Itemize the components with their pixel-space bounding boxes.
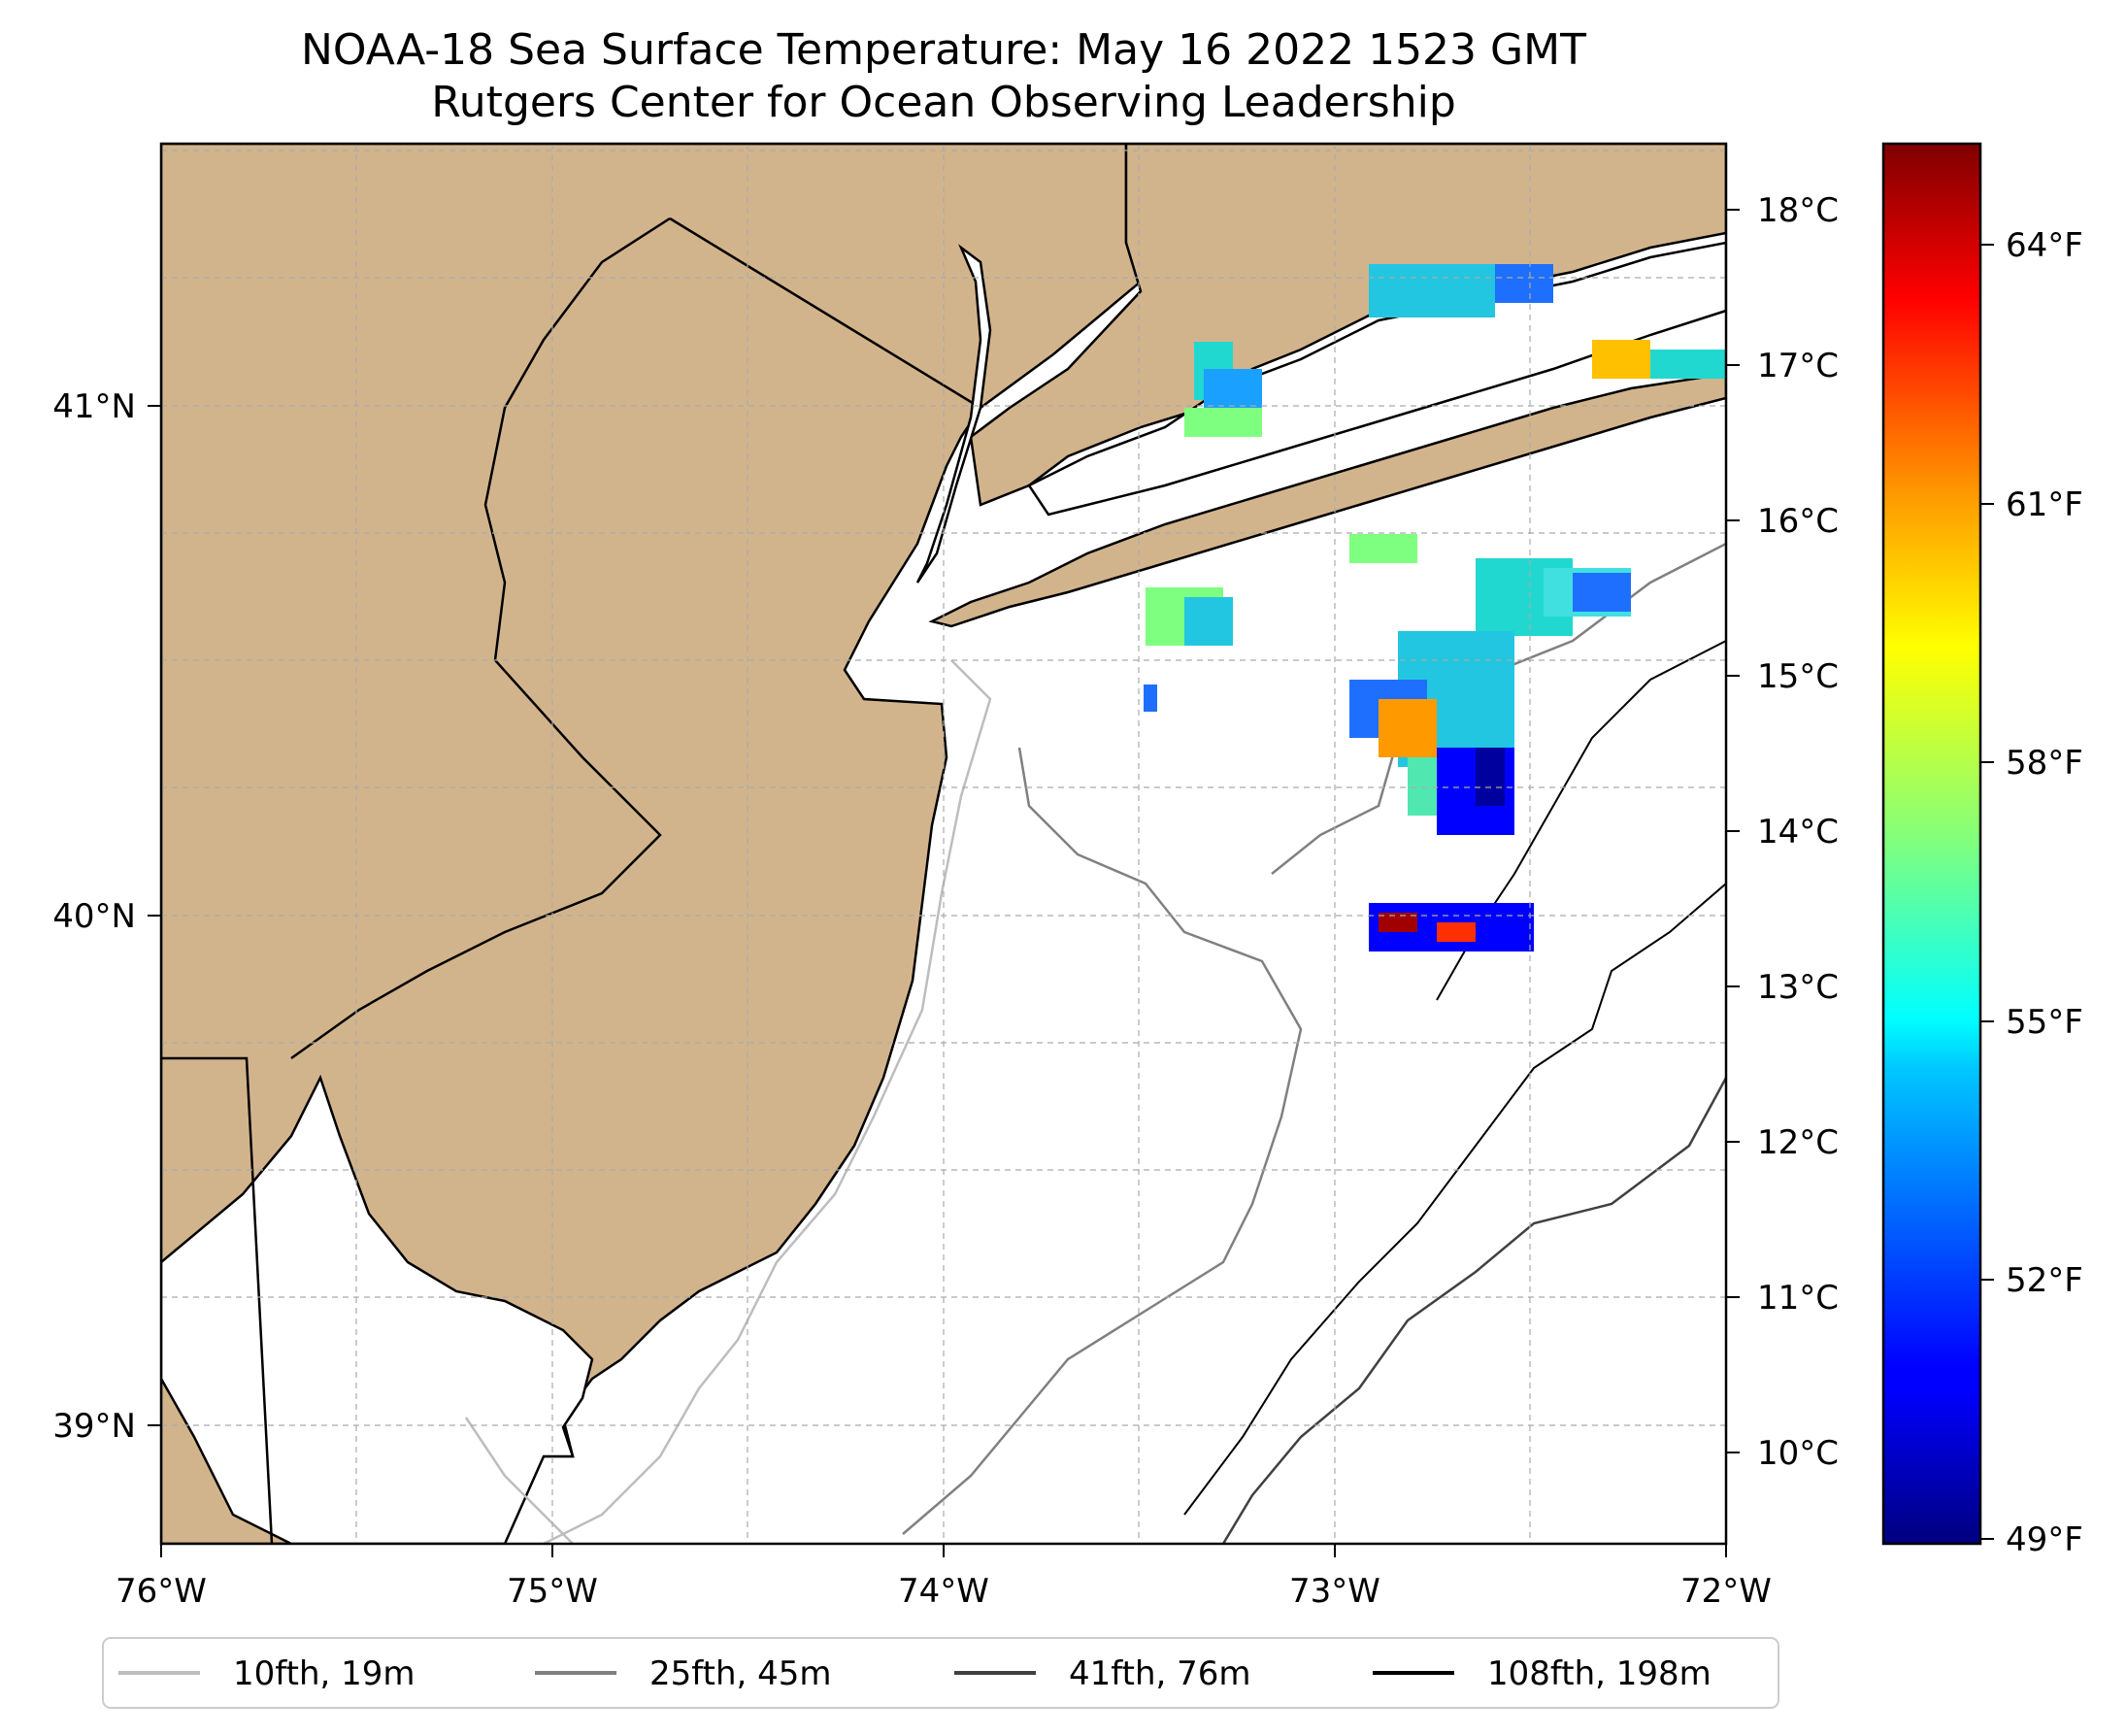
contour-10fth-b [464, 1417, 574, 1544]
celsius-tick-label: 15°C [1757, 657, 1839, 696]
contour-10fth [543, 659, 992, 1544]
celsius-tick-label: 13°C [1757, 968, 1839, 1007]
fahrenheit-tick-label: 52°F [2006, 1261, 2083, 1300]
fahrenheit-tick-label: 58°F [2006, 744, 2083, 783]
title-line-1: NOAA-18 Sea Surface Temperature: May 16 … [301, 25, 1586, 75]
y-axis: 41°N 40°N 39°N [52, 387, 161, 1446]
fahrenheit-tick-label: 61°F [2006, 485, 2083, 524]
y-tick-label: 39°N [52, 1407, 136, 1446]
contour-25fth [902, 747, 1303, 1535]
x-tick-label: 74°W [898, 1572, 989, 1611]
x-tick-label: 73°W [1289, 1572, 1380, 1611]
title-line-2: Rutgers Center for Ocean Observing Leade… [431, 78, 1456, 127]
celsius-tick-label: 18°C [1757, 191, 1839, 230]
sst-data-pixels [1144, 264, 1726, 951]
state-border-ny-nj [669, 217, 981, 410]
legend-box [102, 1637, 1779, 1709]
land-connecticut [969, 144, 1726, 507]
celsius-tick-label: 14°C [1757, 813, 1839, 851]
map-panel[interactable] [161, 144, 1726, 1544]
fahrenheit-tick-label: 64°F [2006, 226, 2083, 265]
contour-41fth [1221, 1077, 1726, 1544]
state-border-pa-nj [290, 217, 671, 1060]
legend-label-108fth: 108fth, 198m [1487, 1654, 1712, 1693]
celsius-axis: 18°C 17°C 16°C 15°C 14°C 13°C 12°C 11°C … [1726, 191, 1839, 1473]
x-tick-label: 76°W [116, 1572, 207, 1611]
x-tick-label: 72°W [1680, 1572, 1772, 1611]
land-long-island [928, 372, 1726, 628]
x-tick-label: 75°W [507, 1572, 598, 1611]
x-axis: 76°W 75°W 74°W 73°W 72°W [116, 1544, 1772, 1611]
legend-label-25fth: 25fth, 45m [649, 1654, 832, 1693]
legend-label-41fth: 41fth, 76m [1069, 1654, 1251, 1693]
celsius-tick-label: 11°C [1757, 1279, 1839, 1318]
gridlines [161, 144, 1726, 1544]
delaware-bay [161, 1074, 594, 1544]
fahrenheit-tick-label: 49°F [2006, 1520, 2083, 1559]
colorbar [1881, 142, 1982, 1546]
y-tick-label: 40°N [52, 897, 136, 936]
fahrenheit-tick-label: 55°F [2006, 1003, 2083, 1042]
contour-108fth [1183, 883, 1726, 1516]
celsius-tick-label: 10°C [1757, 1434, 1839, 1473]
celsius-tick-label: 12°C [1757, 1123, 1839, 1162]
state-border-de [161, 1056, 274, 1544]
contour-legend: 10fth, 19m 25fth, 45m 41fth, 76m 108fth,… [102, 1637, 1779, 1709]
hudson-river [915, 244, 992, 584]
fahrenheit-axis: 64°F 61°F 58°F 55°F 52°F 49°F [1980, 226, 2083, 1559]
y-tick-label: 41°N [52, 387, 136, 426]
legend-label-10fth: 10fth, 19m [233, 1654, 415, 1693]
celsius-tick-label: 16°C [1757, 502, 1839, 541]
celsius-tick-label: 17°C [1757, 347, 1839, 385]
